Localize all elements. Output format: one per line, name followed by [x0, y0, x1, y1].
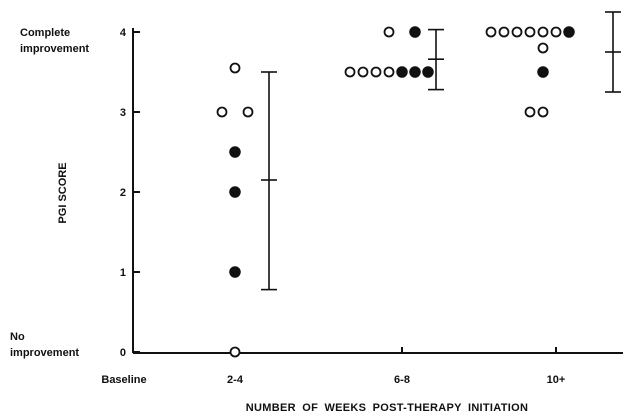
y-tick-label: 3 — [120, 107, 126, 119]
y-axis-annotations: Complete improvement No improvement — [10, 27, 89, 359]
x-tick-label: Baseline — [101, 374, 146, 386]
open-point — [383, 66, 395, 78]
y-tick-label: 1 — [120, 267, 126, 279]
open-point — [524, 26, 536, 38]
x-tick-label: 6-8 — [394, 374, 410, 386]
x-axis-title: NUMBER OF WEEKS POST-THERAPY INITIATION — [246, 402, 528, 414]
y-axis-title: PGI SCORE — [57, 162, 69, 223]
open-point — [550, 26, 562, 38]
open-point — [383, 26, 395, 38]
open-point — [498, 26, 510, 38]
filled-point — [563, 26, 575, 38]
open-point — [537, 26, 549, 38]
filled-point — [409, 66, 421, 78]
filled-point — [396, 66, 408, 78]
open-point — [370, 66, 382, 78]
y-tick-label: 2 — [120, 187, 126, 199]
y-annotation-label: improvement — [20, 43, 89, 55]
open-point — [511, 26, 523, 38]
open-point — [216, 106, 228, 118]
y-axis-ticks: 4 3 2 1 0 — [120, 27, 140, 359]
open-point — [344, 66, 356, 78]
open-point — [229, 346, 241, 358]
open-point — [537, 106, 549, 118]
y-tick-label: 4 — [120, 27, 127, 39]
open-point — [485, 26, 497, 38]
filled-point — [229, 266, 241, 278]
open-point — [357, 66, 369, 78]
y-annotation-label: improvement — [10, 347, 79, 359]
y-annotation-label: No — [10, 331, 25, 343]
filled-point — [537, 66, 549, 78]
y-tick-label: 0 — [120, 347, 126, 359]
y-annotation-label: Complete — [20, 27, 70, 39]
x-tick-label: 2-4 — [227, 374, 244, 386]
filled-point — [422, 66, 434, 78]
open-point — [242, 106, 254, 118]
x-tick-label: 10+ — [547, 374, 566, 386]
error-bars — [261, 11, 621, 291]
data-points — [216, 26, 575, 358]
filled-point — [229, 186, 241, 198]
filled-point — [229, 146, 241, 158]
filled-point — [409, 26, 421, 38]
open-point — [537, 42, 549, 54]
open-point — [229, 62, 241, 74]
open-point — [524, 106, 536, 118]
x-axis-ticks: Baseline 2-4 6-8 10+ — [101, 347, 565, 386]
